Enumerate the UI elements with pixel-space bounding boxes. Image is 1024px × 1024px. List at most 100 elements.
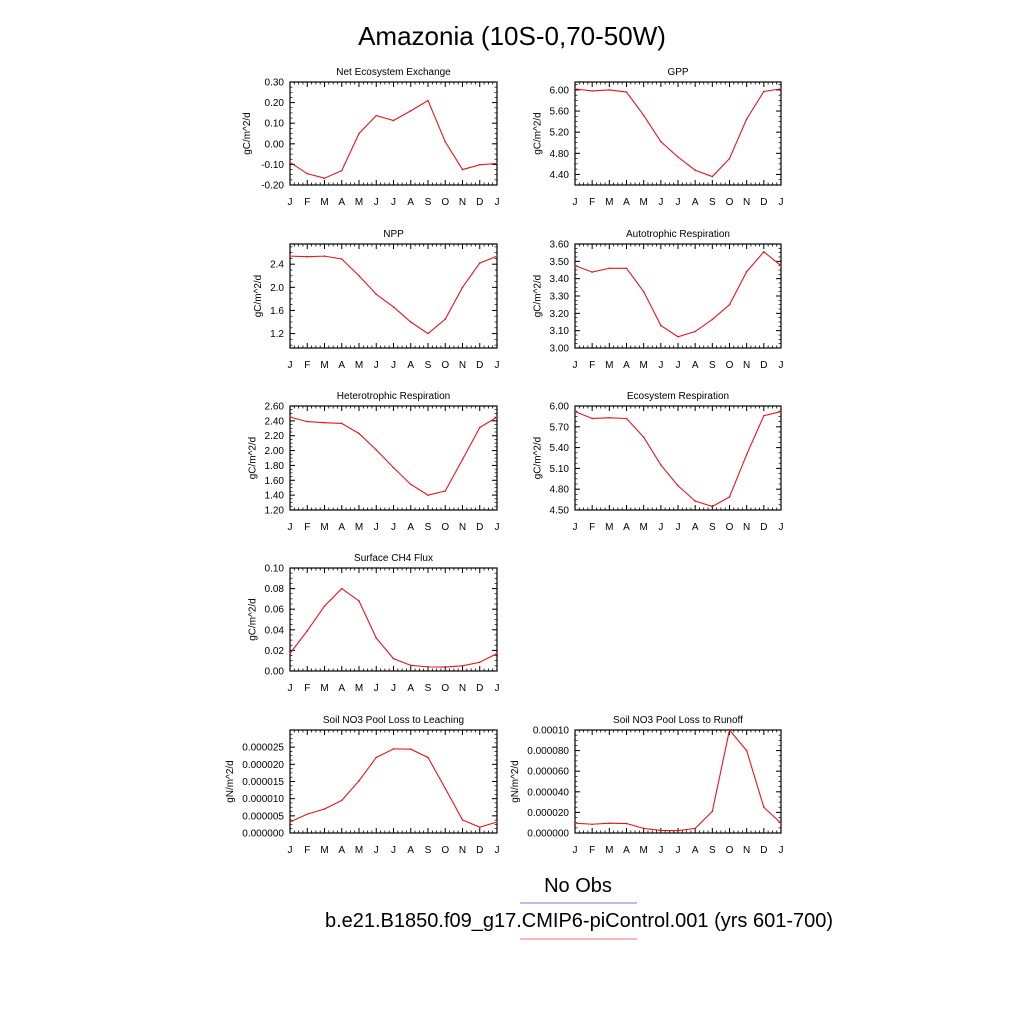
x-tick-label: D	[476, 522, 483, 533]
data-point	[625, 91, 628, 93]
y-tick-label: 0.000020	[527, 808, 569, 819]
data-point	[409, 483, 412, 486]
x-tick-label: O	[726, 197, 734, 208]
x-tick-label: A	[407, 522, 414, 533]
y-tick-label: 5.10	[550, 464, 570, 475]
x-tick-label: O	[441, 197, 449, 208]
x-tick-label: A	[692, 845, 699, 856]
data-point	[409, 110, 412, 112]
plot-frame	[289, 405, 498, 511]
y-tick-label: 1.6	[270, 306, 284, 317]
data-point	[625, 822, 628, 825]
data-point	[745, 453, 748, 456]
x-tick-label: J	[779, 197, 784, 208]
x-tick-label: J	[288, 845, 293, 856]
y-tick-label: 5.40	[550, 443, 570, 454]
data-point	[642, 827, 645, 830]
x-tick-label: J	[658, 360, 663, 371]
x-tick-label: A	[338, 683, 345, 694]
x-tick-label: O	[726, 845, 734, 856]
data-point	[591, 271, 593, 273]
plot-frame	[574, 729, 782, 834]
x-tick-label: M	[355, 845, 363, 856]
data-point	[306, 420, 309, 423]
y-tick-label: 1.80	[265, 461, 285, 472]
plot-frame	[289, 567, 498, 672]
data-point	[728, 729, 731, 731]
data-point	[763, 806, 765, 809]
figure-title: Amazonia (10S-0,70-50W)	[358, 21, 666, 51]
x-tick-label: M	[605, 845, 613, 856]
x-tick-label: J	[573, 197, 578, 208]
x-tick-label: J	[374, 683, 379, 694]
x-tick-label: A	[407, 845, 414, 856]
y-tick-label: 2.20	[265, 431, 285, 442]
data-point	[323, 808, 326, 810]
data-point	[323, 255, 326, 257]
data-point	[323, 605, 326, 607]
x-tick-label: M	[639, 360, 647, 371]
x-tick-label: J	[676, 845, 681, 856]
data-point	[409, 321, 412, 323]
data-point	[323, 177, 326, 180]
x-tick-label: N	[459, 845, 466, 856]
plot-frame	[574, 243, 782, 349]
data-point	[461, 665, 464, 667]
data-point	[427, 494, 429, 496]
data-point	[444, 318, 447, 320]
panel-title: NPP	[383, 229, 404, 240]
y-tick-label: 0.10	[265, 564, 285, 575]
x-tick-label: J	[495, 197, 500, 208]
y-tick-label: 3.20	[550, 309, 570, 320]
y-tick-label: 3.60	[550, 240, 570, 251]
x-tick-label: F	[589, 197, 595, 208]
y-tick-label: 3.00	[550, 344, 570, 355]
y-tick-label: 5.70	[550, 422, 570, 433]
series-line-ecosystem-respiration	[574, 411, 782, 508]
x-tick-label: F	[304, 683, 310, 694]
data-point	[392, 119, 395, 122]
y-tick-label: 2.0	[270, 283, 284, 294]
panel-title: GPP	[667, 67, 688, 78]
data-point	[444, 140, 447, 143]
data-point	[444, 787, 447, 790]
x-tick-label: M	[320, 360, 328, 371]
data-point	[574, 264, 576, 267]
y-axis-label: gN/m^2/d	[510, 760, 521, 803]
x-tick-label: S	[425, 845, 432, 856]
x-tick-label: J	[391, 360, 396, 371]
data-point	[496, 652, 498, 655]
data-point	[375, 637, 378, 639]
data-point	[780, 410, 782, 413]
x-tick-label: N	[459, 360, 466, 371]
series-line-soil-no3-pool-loss-to-runoff	[574, 728, 782, 832]
data-point	[660, 324, 662, 327]
x-tick-label: A	[407, 360, 414, 371]
data-point	[660, 829, 662, 832]
x-tick-label: A	[623, 197, 630, 208]
x-tick-label: F	[304, 522, 310, 533]
data-point	[608, 267, 611, 270]
x-tick-label: M	[639, 522, 647, 533]
x-tick-label: F	[304, 360, 310, 371]
data-point	[306, 172, 309, 175]
data-point	[461, 819, 464, 821]
y-tick-label: 4.80	[550, 149, 570, 160]
x-tick-label: S	[425, 683, 432, 694]
panel-title: Autotrophic Respiration	[626, 229, 730, 240]
data-point	[763, 90, 765, 93]
x-tick-label: J	[495, 360, 500, 371]
x-tick-label: A	[338, 197, 345, 208]
data-point	[358, 274, 360, 277]
y-tick-label: 0.00010	[533, 726, 570, 737]
series-line-heterotrophic-respiration	[289, 416, 498, 496]
y-tick-label: 0.000000	[527, 829, 569, 840]
x-tick-label: D	[760, 197, 767, 208]
x-tick-label: J	[374, 197, 379, 208]
data-point	[694, 330, 696, 333]
x-tick-label: J	[573, 845, 578, 856]
y-tick-label: 3.30	[550, 292, 570, 303]
series-line-surface-ch4-flux	[289, 587, 498, 668]
